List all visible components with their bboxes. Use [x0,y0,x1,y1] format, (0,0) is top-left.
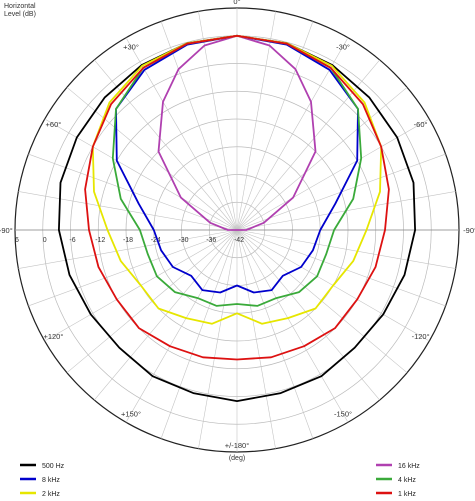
radial-tick-label: -18 [123,237,133,244]
radial-tick-label: -36 [206,237,216,244]
angle-label: 0° [233,0,240,6]
angle-label: +30° [123,42,139,51]
grid-spoke [236,229,380,401]
grid-spoke [236,229,446,307]
angle-label: +/-180° [225,441,249,450]
legend-label: 2 kHz [42,491,60,498]
radial-tick-label: -30 [178,237,188,244]
grid-spoke [198,11,238,231]
grid-spoke [236,59,380,231]
legend-label: 500 Hz [42,463,65,470]
grid-spoke [236,229,276,449]
angle-label: +150° [121,410,141,419]
angle-label: -90° [463,226,475,235]
angle-unit-label: (deg) [229,455,245,462]
angle-label: -60° [414,120,428,129]
legend-label: 8 kHz [42,477,60,484]
legend-label: 4 kHz [398,477,416,484]
angle-label: -150° [334,410,352,419]
grid-spoke [236,11,276,231]
grid-spoke [198,229,238,449]
grid-spoke [160,21,238,231]
legend-label: 16 kHz [398,463,420,470]
grid-spoke [236,229,456,269]
grid-spoke [160,229,238,439]
grid-spoke [94,229,238,401]
radial-tick-label: 0 [43,237,47,244]
chart-title-line-1: Horizontal [4,3,36,10]
grid-spoke [94,59,238,231]
grid-spoke [236,229,349,423]
grid-spoke [125,229,238,423]
radial-tick-label: 6 [15,237,19,244]
chart-title-line-2: Level (dB) [4,11,36,18]
grid-spoke [18,229,238,269]
series-line-1-khz [84,34,390,361]
radial-tick-label: -12 [95,237,105,244]
angle-label: -30° [336,42,350,51]
angle-label: +60° [46,120,62,129]
angle-label: +90° [0,226,13,235]
grid-spoke [236,21,314,231]
radial-tick-label: -42 [234,237,244,244]
angle-label: -120° [412,332,430,341]
angle-label: +120° [43,332,63,341]
legend-label: 1 kHz [398,491,416,498]
radial-tick-label: -24 [151,237,161,244]
grid-spoke [236,229,314,439]
grid-spoke [28,229,238,307]
radial-tick-label: -6 [69,237,75,244]
